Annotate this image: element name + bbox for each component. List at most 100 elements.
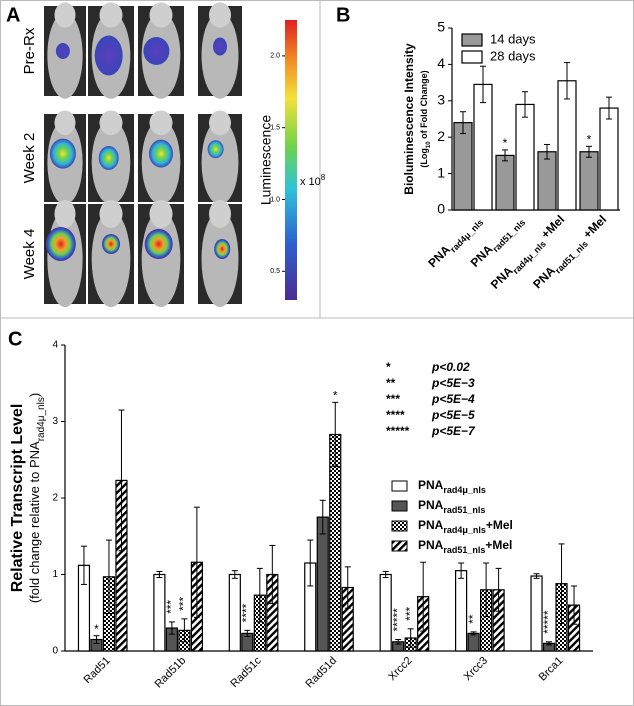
bar bbox=[599, 107, 619, 211]
label-part: (Log bbox=[419, 148, 429, 168]
significance: ***** bbox=[541, 610, 555, 634]
x-tick-label: Xrcc3 bbox=[462, 655, 490, 683]
key-stars: * bbox=[386, 360, 391, 374]
mouse-head bbox=[209, 200, 231, 228]
bar bbox=[495, 154, 515, 211]
label-part: of Fold Change) bbox=[419, 70, 429, 141]
row-label: Pre-Rx bbox=[21, 27, 38, 74]
y-axis-title: Bioluminescence Intensity bbox=[402, 43, 416, 195]
key-p: p<0.02 bbox=[431, 360, 470, 374]
colorbar-multiplier: x 108 bbox=[300, 173, 326, 188]
row-label: Week 2 bbox=[21, 133, 38, 184]
mouse-body bbox=[91, 211, 131, 307]
y-axis-subtitle: (fold change relative to PNArad4μ_nls) bbox=[27, 393, 47, 603]
legend-label: PNArad4μ_nls+Mel bbox=[418, 518, 513, 535]
x-tick-label: Xrcc2 bbox=[386, 655, 414, 683]
label-part: 8 bbox=[321, 173, 326, 182]
key-p: p<5E−5 bbox=[431, 408, 475, 422]
colorbar-tick-label: 1.5 bbox=[270, 125, 280, 132]
legend-swatch bbox=[391, 540, 408, 552]
y-axis-title: Relative Transcript Level bbox=[9, 404, 26, 593]
signal bbox=[143, 37, 170, 65]
x-tick-label: Rad51 bbox=[81, 655, 112, 686]
signal bbox=[55, 43, 70, 59]
y-axis-subtitle: (Log10 of Fold Change) bbox=[419, 70, 431, 167]
y-tick-label: 0 bbox=[437, 201, 445, 217]
mouse-head bbox=[99, 110, 123, 136]
colorbar-tick-label: 2.0 bbox=[270, 53, 280, 60]
key-stars: ** bbox=[386, 376, 396, 390]
signal bbox=[149, 139, 173, 168]
significance: * bbox=[94, 622, 99, 636]
key-stars: ***** bbox=[386, 424, 410, 438]
key-p: p<5E−3 bbox=[431, 376, 475, 390]
y-tick-label: 4 bbox=[52, 340, 58, 351]
y-tick-label: 2 bbox=[437, 128, 445, 144]
label-part: PNA bbox=[418, 478, 444, 492]
panel-label: C bbox=[8, 328, 22, 350]
mouse-head bbox=[149, 200, 173, 228]
panel-label: B bbox=[336, 4, 350, 26]
y-tick-label: 5 bbox=[437, 19, 445, 35]
legend-label: PNArad51_nls+Mel bbox=[418, 538, 512, 555]
mouse-head bbox=[54, 200, 76, 228]
significance: *** bbox=[403, 606, 417, 620]
row-label: Week 4 bbox=[21, 229, 38, 280]
significance: * bbox=[587, 132, 592, 146]
label-part: +Mel bbox=[536, 212, 567, 243]
x-tick-label: PNArad51_nls +Mel bbox=[530, 212, 611, 293]
panel-label: A bbox=[6, 4, 20, 26]
x-tick-label: Rad51d bbox=[303, 655, 339, 691]
legend-swatch bbox=[461, 50, 483, 64]
y-tick-label: 2 bbox=[52, 493, 58, 504]
significance: **** bbox=[239, 603, 253, 622]
y-tick-label: 3 bbox=[437, 92, 445, 108]
label-part: rad4μ_nls bbox=[36, 397, 47, 441]
mouse-head bbox=[149, 2, 173, 28]
y-tick-label: 0 bbox=[52, 646, 58, 657]
label-part: rad51_nls bbox=[553, 239, 590, 276]
label-part: rad51_nls bbox=[443, 545, 485, 555]
mouse-head bbox=[209, 2, 231, 28]
label-part: +Mel bbox=[486, 518, 513, 532]
signal bbox=[98, 146, 119, 170]
significance: ***** bbox=[390, 608, 404, 632]
mouse-body bbox=[201, 211, 239, 307]
legend-label: PNArad51_nls bbox=[418, 498, 485, 515]
significance: * bbox=[333, 389, 338, 403]
signal bbox=[45, 227, 76, 261]
key-p: p<5E−4 bbox=[431, 392, 475, 406]
x-tick-label: Rad51c bbox=[228, 654, 264, 690]
legend-swatch bbox=[391, 520, 408, 532]
x-tick-label: Rad51b bbox=[153, 655, 189, 691]
bar bbox=[537, 151, 557, 211]
mouse-head bbox=[149, 110, 173, 136]
y-tick-label: 1 bbox=[437, 164, 445, 180]
label-part: ) bbox=[27, 393, 42, 397]
signal bbox=[49, 138, 76, 169]
label-part: rad51_nls bbox=[491, 218, 528, 255]
label-part: (fold change relative to PNA bbox=[27, 441, 42, 603]
key-stars: **** bbox=[386, 408, 405, 422]
label-part: 10 bbox=[426, 141, 432, 148]
x-tick-label: Brca1 bbox=[537, 655, 566, 684]
signal bbox=[213, 37, 227, 56]
legend-label: PNArad4μ_nls bbox=[418, 478, 486, 495]
colorbar-tick-label: 0.5 bbox=[270, 268, 280, 275]
legend-label: 14 days bbox=[490, 31, 536, 46]
legend-swatch bbox=[391, 480, 408, 492]
bar bbox=[453, 122, 473, 211]
mouse-head bbox=[54, 2, 76, 28]
label-part: rad4μ_nls bbox=[443, 525, 486, 535]
bar bbox=[557, 80, 577, 211]
signal bbox=[214, 239, 231, 259]
significance: *** bbox=[177, 597, 191, 611]
label-part: x 10 bbox=[300, 176, 321, 188]
significance: *** bbox=[164, 600, 178, 614]
y-tick-label: 4 bbox=[437, 55, 445, 71]
colorbar-tick-label: 1.0 bbox=[270, 196, 280, 203]
colorbar-title: Luminescence bbox=[258, 115, 274, 205]
bar bbox=[455, 570, 468, 652]
legend-swatch bbox=[461, 33, 483, 47]
mouse-head bbox=[99, 200, 123, 228]
